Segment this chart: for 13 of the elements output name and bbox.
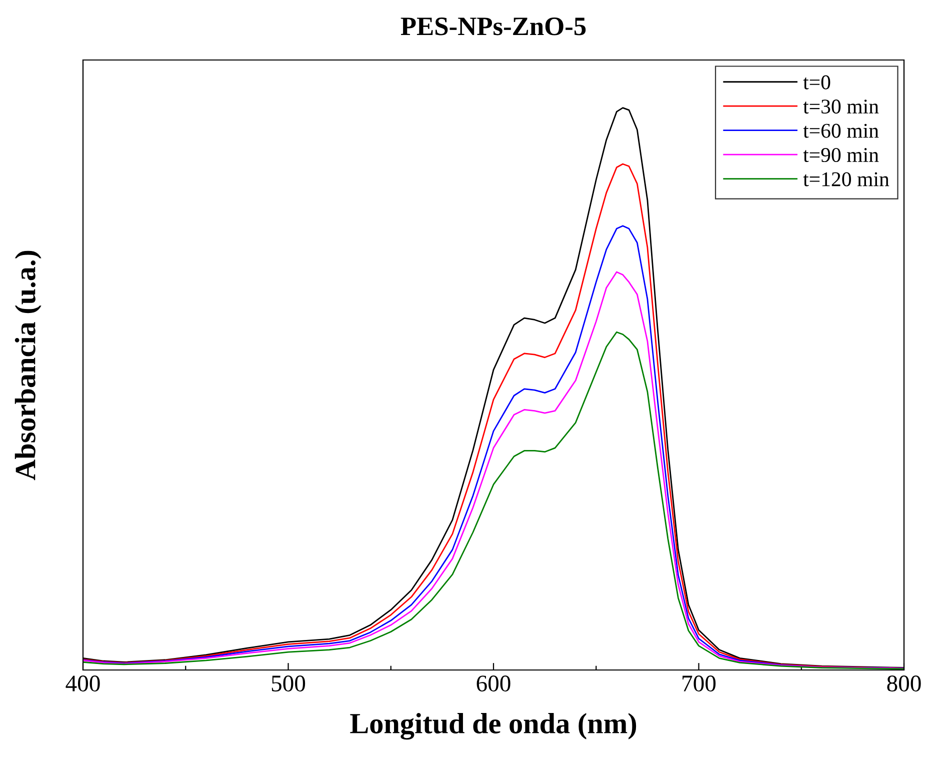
legend-label: t=30 min <box>803 100 879 114</box>
legend-label: t=120 min <box>803 172 890 186</box>
x-tick-label: 600 <box>476 676 510 692</box>
x-tick-label: 800 <box>887 676 921 692</box>
legend-label: t=90 min <box>803 148 879 162</box>
x-tick-label: 400 <box>66 676 100 692</box>
y-axis-title: Absorbancia (u.a.) <box>14 250 42 480</box>
legend-label: t=0 <box>803 75 830 90</box>
chart-title: PES-NPs-ZnO-5 <box>400 18 586 36</box>
legend-label: t=60 min <box>803 124 879 138</box>
x-axis-title: Longitud de onda (nm) <box>350 712 636 740</box>
x-tick-label: 500 <box>272 676 306 692</box>
x-tick-label: 700 <box>682 676 716 692</box>
